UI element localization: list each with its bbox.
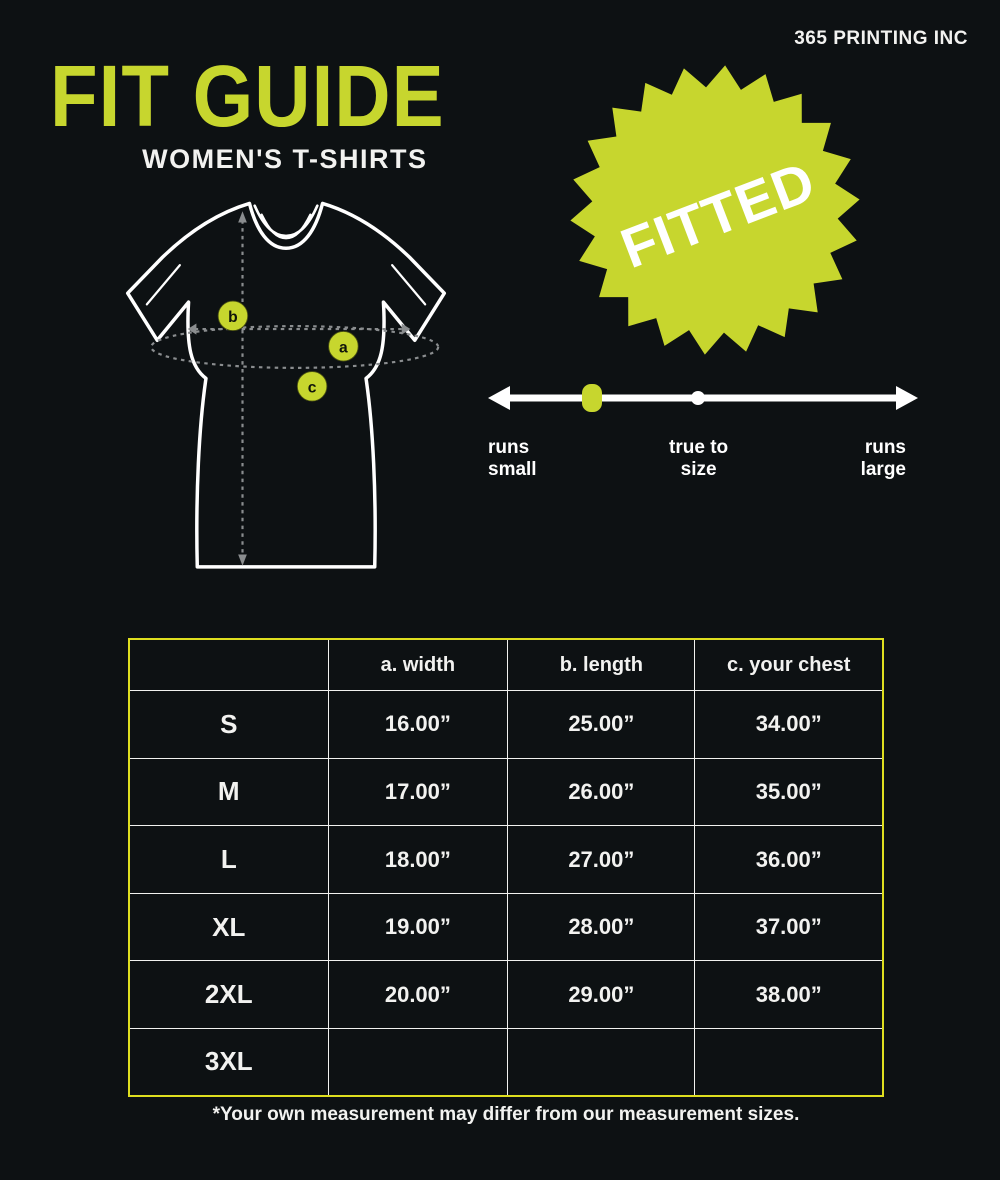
- svg-text:c: c: [308, 379, 317, 396]
- svg-text:b: b: [228, 309, 238, 326]
- svg-text:a: a: [339, 339, 348, 356]
